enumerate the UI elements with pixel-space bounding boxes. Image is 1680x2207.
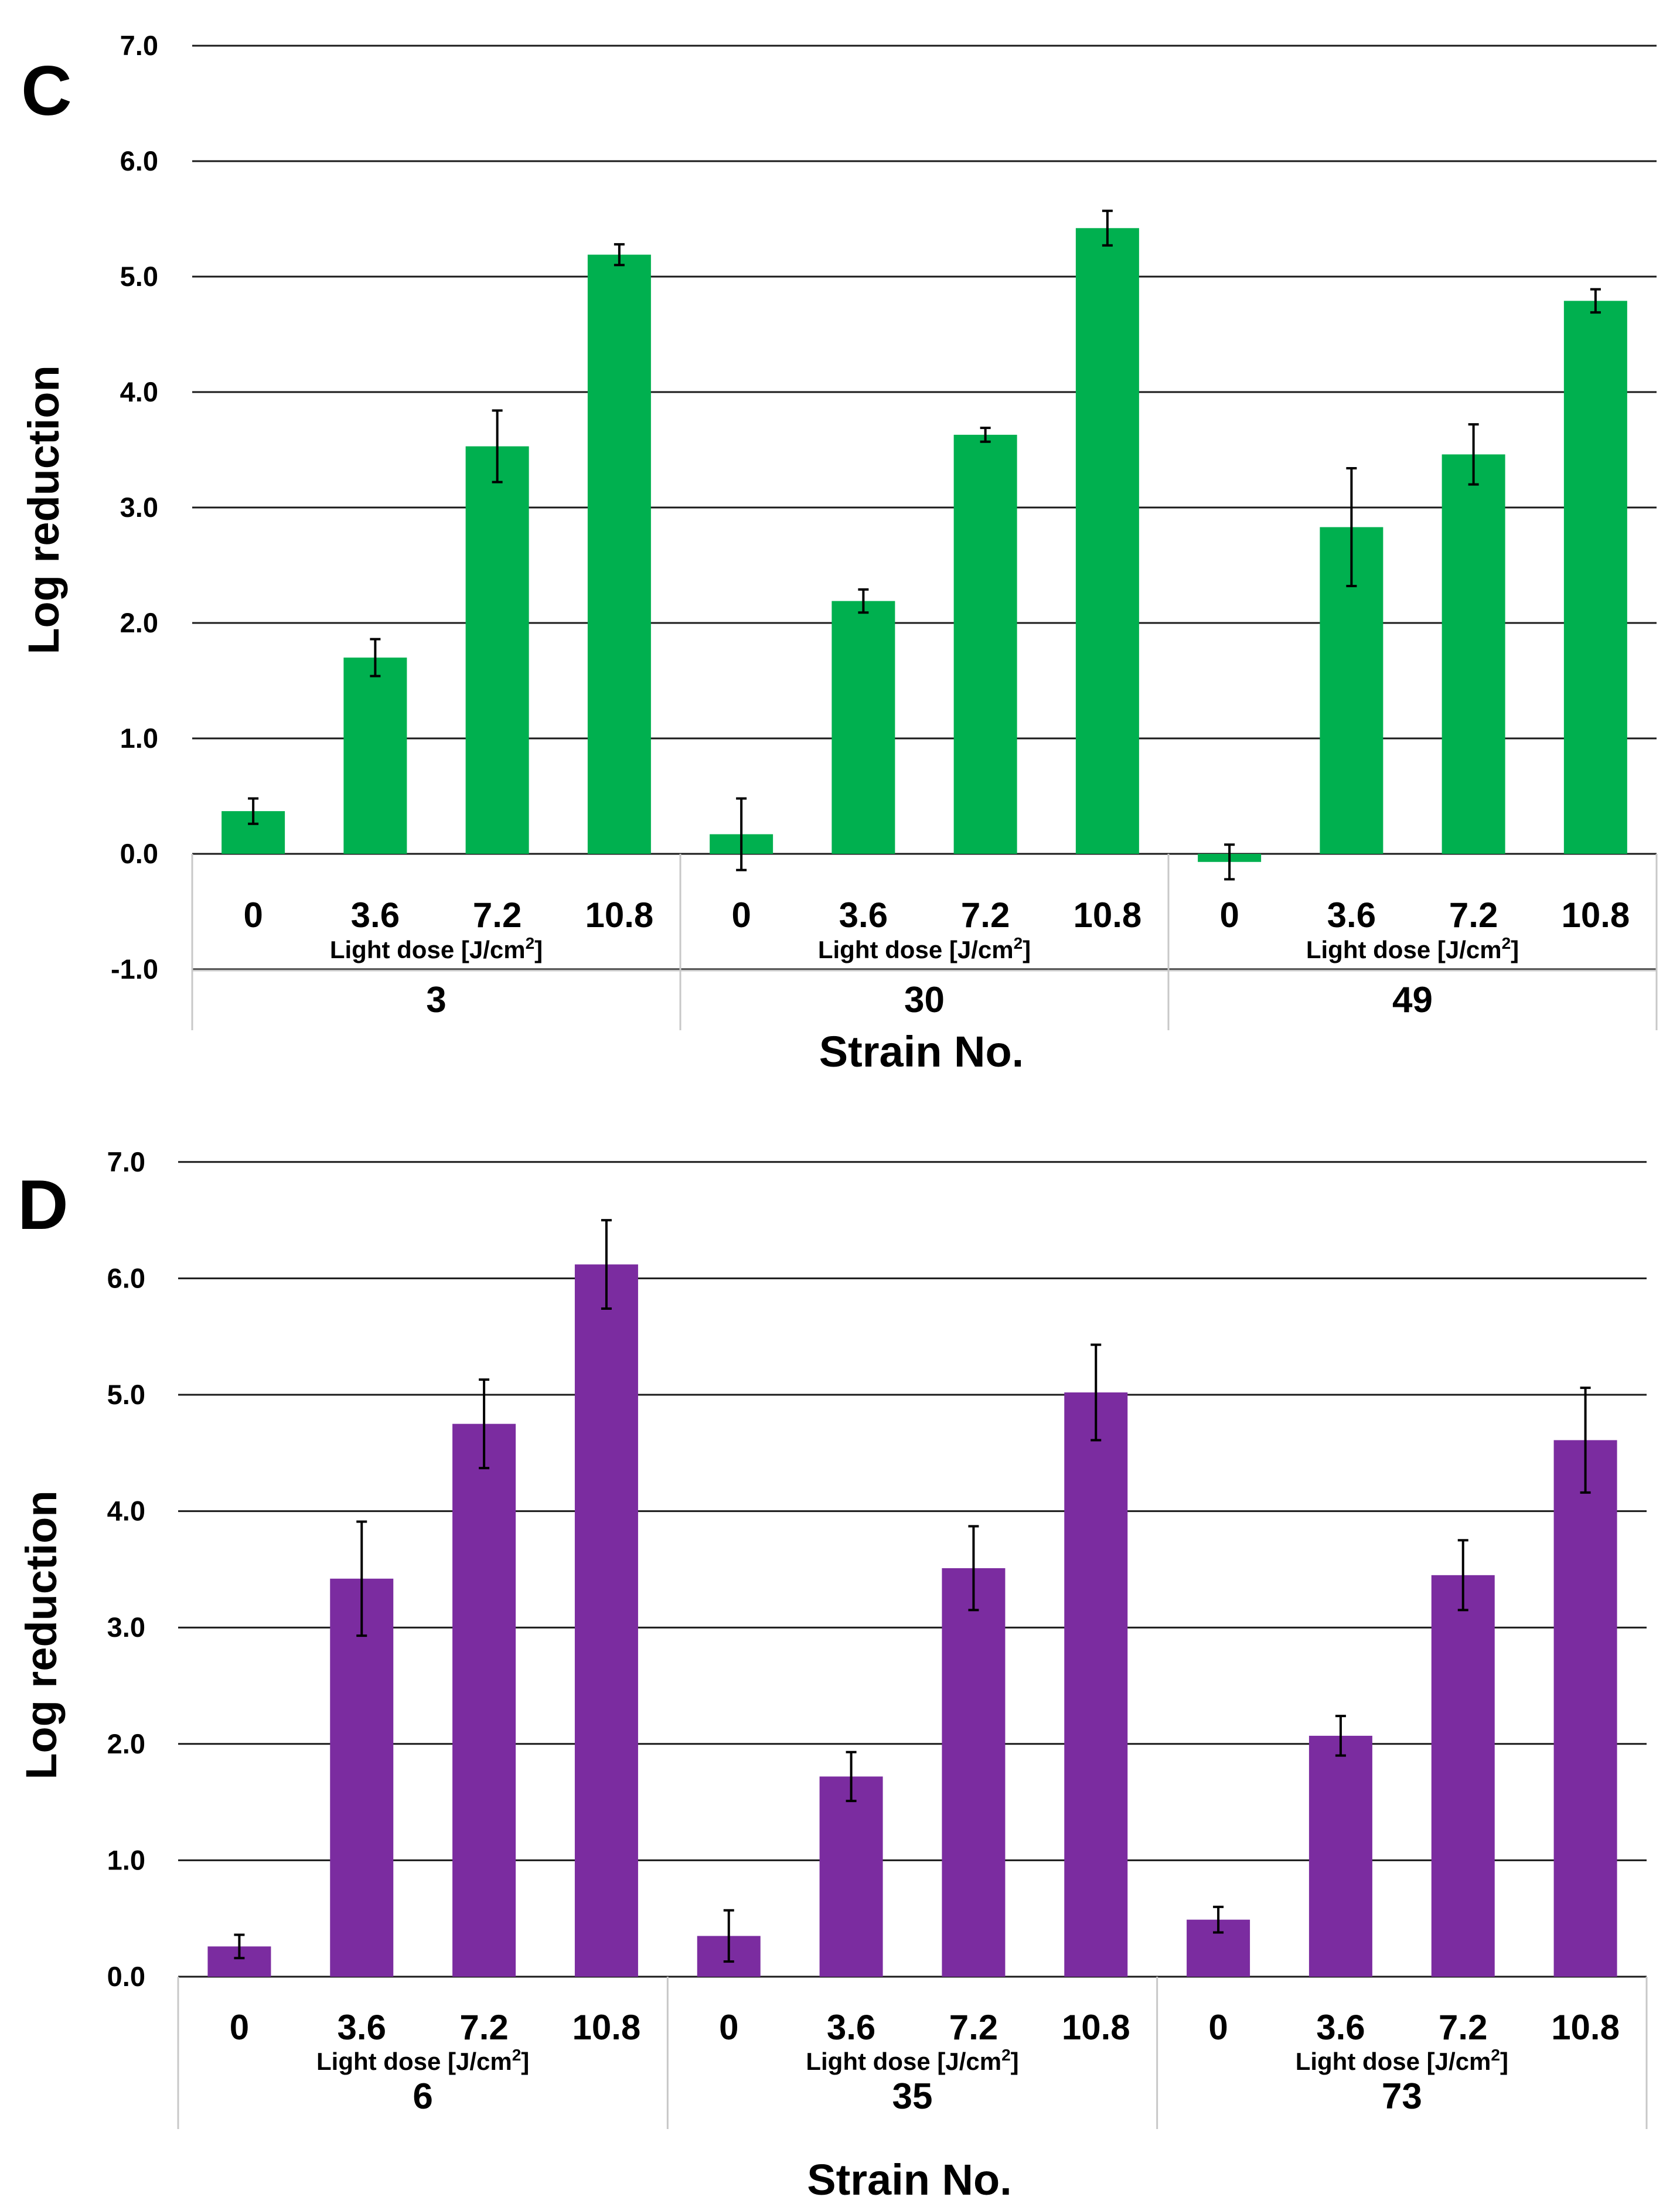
x-axis-title: Strain No. (807, 2155, 1011, 2204)
light-dose-label: Light dose [J/cm2] (316, 2046, 529, 2075)
y-tick-label: 3.0 (120, 492, 158, 523)
dose-tick-label: 7.2 (473, 895, 522, 935)
panel-label: D (18, 1166, 69, 1244)
strain-tick-label: 6 (413, 2076, 432, 2117)
dose-tick-label: 7.2 (949, 2008, 998, 2047)
y-tick-label: 7.0 (120, 30, 158, 61)
dose-tick-label: 0 (230, 2008, 249, 2047)
panel-label: C (21, 52, 72, 130)
chart-panel-c: C 7.0 6.0 5.0 4.0 3.0 2.0 1.0 0.0 -1.0 Log reducti… (19, 30, 1658, 1076)
dose-tick-label: 7.2 (961, 895, 1010, 935)
strain-tick-label: 3 (426, 980, 446, 1020)
y-tick-label: 0.0 (120, 838, 158, 869)
dose-tick-label: 3.6 (351, 895, 400, 935)
bar (1075, 228, 1139, 854)
dose-tick-label: 10.8 (1551, 2008, 1620, 2047)
dose-tick-label: 0 (1219, 895, 1239, 935)
y-tick-label: 3.0 (107, 1612, 145, 1643)
chart-panel-d: D 7.0 6.0 5.0 4.0 3.0 2.0 1.0 0.0 Log reduction 0 3… (17, 1146, 1648, 2204)
y-tick-label: 2.0 (120, 607, 158, 638)
dose-tick-label: 3.6 (1316, 2008, 1365, 2047)
y-tick-label: 4.0 (120, 376, 158, 407)
light-dose-label: Light dose [J/cm2] (1296, 2046, 1508, 2075)
dose-tick-label: 3.6 (338, 2008, 386, 2047)
y-tick-label: 4.0 (107, 1496, 145, 1527)
bar (953, 434, 1017, 854)
light-dose-label: Light dose [J/cm2] (330, 934, 543, 963)
bar (465, 446, 529, 854)
dose-tick-label: 7.2 (1439, 2008, 1487, 2047)
y-tick-label: 1.0 (120, 723, 158, 754)
light-dose-label: Light dose [J/cm2] (806, 2046, 1018, 2075)
bar (942, 1568, 1006, 1977)
dose-tick-label: 10.8 (1561, 895, 1630, 935)
bar (1553, 1440, 1617, 1977)
dose-tick-label: 7.2 (459, 2008, 508, 2047)
strain-tick-label: 35 (892, 2076, 933, 2117)
bar (574, 1264, 638, 1977)
y-tick-label: 6.0 (107, 1262, 145, 1293)
dose-tick-label: 3.6 (839, 895, 888, 935)
bar (832, 601, 895, 854)
dose-tick-label: 10.8 (1073, 895, 1141, 935)
bar (330, 1578, 394, 1977)
light-dose-label: Light dose [J/cm2] (818, 934, 1031, 963)
dose-tick-label: 0 (243, 895, 263, 935)
light-dose-label: Light dose [J/cm2] (1306, 934, 1519, 963)
y-axis-title: Log reduction (19, 365, 68, 654)
dose-tick-label: 3.6 (827, 2008, 875, 2047)
bar (343, 658, 407, 854)
y-tick-label: -1.0 (111, 953, 158, 985)
dose-tick-label: 3.6 (1327, 895, 1376, 935)
y-tick-label: 7.0 (107, 1146, 145, 1177)
bar (1563, 301, 1627, 854)
bar (819, 1776, 883, 1977)
y-tick-label: 0.0 (107, 1961, 145, 1992)
x-axis-title: Strain No. (819, 1027, 1024, 1076)
bar (587, 254, 651, 854)
dose-tick-label: 10.8 (1062, 2008, 1130, 2047)
strain-tick-label: 73 (1382, 2076, 1422, 2117)
y-tick-label: 5.0 (120, 261, 158, 292)
dose-tick-label: 10.8 (573, 2008, 641, 2047)
dose-tick-label: 0 (1208, 2008, 1228, 2047)
bar (1064, 1392, 1128, 1977)
dose-tick-label: 0 (719, 2008, 738, 2047)
dose-tick-label: 7.2 (1449, 895, 1498, 935)
y-axis-title: Log reduction (17, 1490, 66, 1779)
dose-tick-label: 0 (731, 895, 751, 935)
strain-tick-label: 49 (1392, 980, 1433, 1020)
bar (1442, 454, 1505, 854)
y-tick-label: 2.0 (107, 1728, 145, 1759)
y-tick-label: 5.0 (107, 1379, 145, 1410)
bar (452, 1423, 516, 1977)
bar (1308, 1735, 1372, 1977)
y-tick-label: 1.0 (107, 1844, 145, 1875)
strain-tick-label: 30 (904, 980, 945, 1020)
dose-tick-label: 10.8 (585, 895, 653, 935)
y-tick-label: 6.0 (120, 145, 158, 176)
bar (1431, 1575, 1495, 1977)
